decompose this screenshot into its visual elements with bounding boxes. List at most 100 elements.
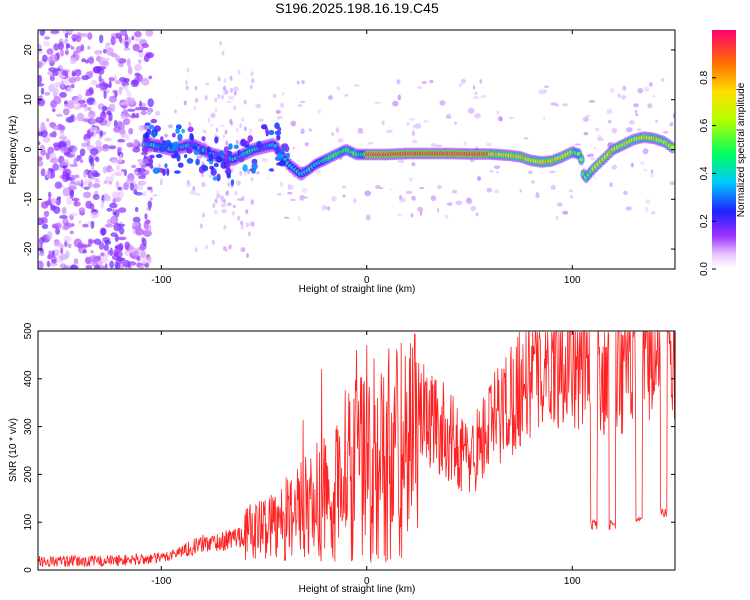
speckle-blob — [78, 219, 82, 225]
speckle-blob — [91, 79, 98, 86]
speckle-blob — [60, 146, 68, 154]
speckle-blob — [40, 149, 47, 156]
speckle-blob — [439, 100, 446, 106]
speckle-blob — [643, 86, 650, 92]
speckle-blob — [104, 223, 114, 228]
speckle-blob — [250, 199, 254, 205]
speckle-blob — [297, 215, 301, 222]
speckle-blob — [132, 146, 141, 153]
speckle-blob — [509, 116, 514, 120]
speckle-blob — [628, 120, 635, 125]
colorbar-tick-label: 0.2 — [699, 214, 710, 228]
speckle-blob — [292, 146, 296, 150]
speckle-blob — [127, 108, 136, 112]
background-speckle — [38, 30, 675, 269]
colorbar-ticks: 0.0 0.2 0.4 0.6 0.8 — [699, 70, 716, 276]
speckle-blob — [111, 208, 116, 213]
speckle-blob — [396, 79, 401, 85]
speckle-blob — [78, 207, 86, 214]
speckle-blob — [113, 222, 121, 232]
speckle-blob — [114, 245, 119, 249]
speckle-blob — [410, 213, 414, 218]
speckle-blob — [148, 202, 152, 211]
speckle-blob — [112, 89, 117, 94]
speckle-blob — [59, 253, 68, 261]
speckle-blob — [220, 197, 224, 202]
speckle-blob — [106, 110, 112, 116]
speckle-blob — [76, 155, 80, 162]
spectrogram-x-axis-label: Height of straight line (km) — [299, 284, 416, 295]
ridge-blob — [223, 146, 230, 153]
speckle-blob — [146, 256, 152, 264]
speckle-blob — [77, 242, 83, 249]
speckle-blob — [392, 100, 399, 107]
y-tick-label: 200 — [23, 466, 34, 483]
speckle-blob — [630, 162, 634, 168]
snr-frame — [37, 330, 676, 571]
ridge-blob — [214, 136, 219, 144]
x-tick-label: -100 — [151, 275, 171, 286]
ridge-blob — [261, 124, 268, 130]
speckle-blob — [321, 205, 327, 211]
speckle-blob — [550, 102, 558, 106]
speckle-blob — [73, 258, 79, 265]
speckle-blob — [40, 168, 46, 177]
speckle-blob — [531, 180, 535, 184]
speckle-blob — [635, 113, 639, 117]
speckle-blob — [62, 187, 71, 197]
ridge-blob — [247, 135, 253, 143]
speckle-blob — [210, 112, 216, 119]
speckle-blob — [117, 236, 127, 241]
speckle-blob — [88, 98, 94, 105]
speckle-blob — [106, 47, 114, 56]
speckle-blob — [51, 250, 55, 258]
speckle-blob — [227, 181, 231, 187]
speckle-blob — [193, 105, 197, 111]
speckle-blob — [129, 182, 134, 191]
speckle-blob — [642, 169, 648, 172]
speckle-blob — [535, 192, 540, 199]
x-tick-label: 0 — [364, 576, 370, 587]
speckle-blob — [556, 215, 559, 221]
speckle-blob — [300, 100, 306, 103]
speckle-blob — [251, 221, 255, 227]
ridge-blob — [233, 144, 239, 149]
speckle-blob — [89, 203, 95, 211]
speckle-blob — [223, 224, 227, 230]
speckle-blob — [496, 110, 499, 115]
speckle-blob — [140, 110, 147, 115]
speckle-blob — [336, 86, 341, 91]
speckle-blob — [331, 132, 335, 137]
speckle-blob — [56, 113, 63, 118]
speckle-blob — [283, 216, 290, 219]
speckle-blob — [201, 172, 205, 178]
ridge-blob — [219, 150, 225, 156]
speckle-blob — [409, 177, 413, 182]
colorbar-tick-label: 0.8 — [699, 70, 710, 84]
speckle-blob — [228, 244, 232, 250]
speckle-blob — [59, 128, 65, 137]
speckle-blob — [461, 78, 466, 84]
speckle-blob — [94, 264, 101, 269]
ridge-blob — [181, 128, 186, 134]
speckle-blob — [233, 86, 239, 92]
snr-x-axis-label: Height of straight line (km) — [299, 584, 416, 595]
ridge-blob — [240, 138, 247, 147]
speckle-blob — [44, 91, 51, 96]
speckle-blob — [38, 83, 45, 87]
ridge-blob — [144, 122, 151, 126]
ridge-blob — [187, 126, 194, 133]
ridge-blob — [286, 152, 291, 158]
speckle-blob — [113, 126, 121, 133]
speckle-blob — [103, 244, 110, 252]
speckle-blob — [160, 178, 163, 184]
speckle-blob — [38, 141, 41, 145]
speckle-blob — [38, 252, 45, 257]
speckle-blob — [119, 154, 123, 163]
speckle-blob — [102, 57, 111, 61]
speckle-blob — [142, 191, 147, 197]
speckle-blob — [597, 137, 604, 142]
speckle-blob — [192, 186, 196, 191]
speckle-blob — [111, 191, 121, 199]
